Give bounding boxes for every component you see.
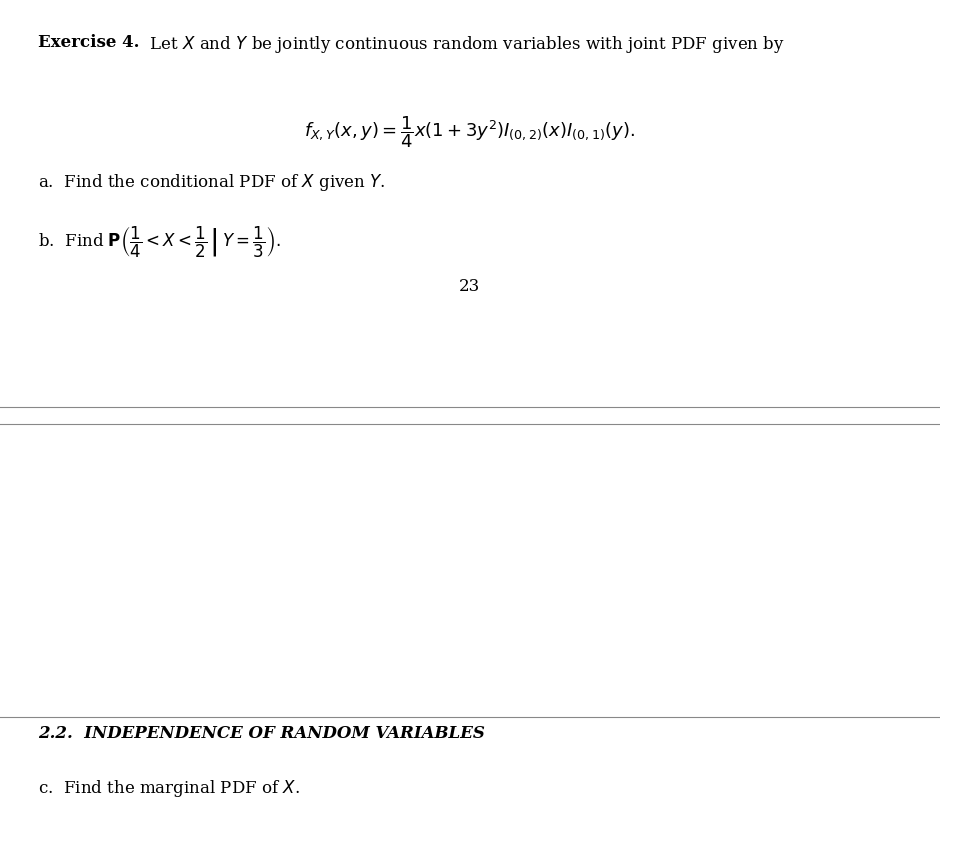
Text: 23: 23 — [459, 278, 480, 295]
Text: Exercise 4.: Exercise 4. — [37, 34, 139, 51]
Text: c.  Find the marginal PDF of $X$.: c. Find the marginal PDF of $X$. — [37, 778, 300, 800]
Text: 2.2.  INDEPENDENCE OF RANDOM VARIABLES: 2.2. INDEPENDENCE OF RANDOM VARIABLES — [37, 725, 484, 742]
Text: a.  Find the conditional PDF of $X$ given $Y$.: a. Find the conditional PDF of $X$ given… — [37, 172, 385, 193]
Text: Let $X$ and $Y$ be jointly continuous random variables with joint PDF given by: Let $X$ and $Y$ be jointly continuous ra… — [139, 34, 785, 55]
Text: $f_{X,Y}(x, y) = \dfrac{1}{4}x(1 + 3y^2)I_{(0,2)}(x)I_{(0,1)}(y).$: $f_{X,Y}(x, y) = \dfrac{1}{4}x(1 + 3y^2)… — [305, 114, 635, 150]
Text: b.  Find $\mathbf{P}\left(\dfrac{1}{4} < X < \dfrac{1}{2}\,\middle|\, Y = \dfrac: b. Find $\mathbf{P}\left(\dfrac{1}{4} < … — [37, 225, 281, 260]
